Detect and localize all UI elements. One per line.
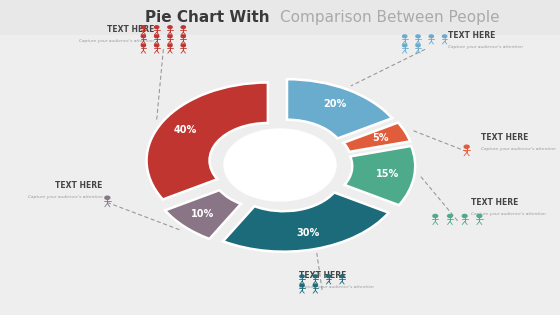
Circle shape xyxy=(326,275,331,278)
Circle shape xyxy=(181,35,185,38)
Circle shape xyxy=(464,145,469,148)
Wedge shape xyxy=(165,190,241,239)
Text: TEXT HERE: TEXT HERE xyxy=(448,32,496,41)
Wedge shape xyxy=(147,83,268,199)
Text: TEXT HERE: TEXT HERE xyxy=(106,26,154,35)
Circle shape xyxy=(463,215,467,217)
Circle shape xyxy=(313,284,318,287)
Text: Comparison Between People: Comparison Between People xyxy=(280,10,500,25)
Text: 20%: 20% xyxy=(323,100,346,109)
Circle shape xyxy=(429,35,433,38)
Circle shape xyxy=(224,129,336,201)
Circle shape xyxy=(313,275,318,278)
Circle shape xyxy=(168,35,172,38)
Wedge shape xyxy=(343,123,410,152)
Text: TEXT HERE: TEXT HERE xyxy=(55,181,102,191)
Text: Capture your audience's attention: Capture your audience's attention xyxy=(480,147,556,151)
Circle shape xyxy=(181,44,185,47)
Text: Capture your audience's attention: Capture your audience's attention xyxy=(448,45,522,49)
Text: 40%: 40% xyxy=(174,125,197,135)
Circle shape xyxy=(155,26,159,29)
Text: Capture your audience's attention: Capture your audience's attention xyxy=(298,285,374,289)
Circle shape xyxy=(300,275,304,278)
FancyBboxPatch shape xyxy=(0,0,560,35)
Text: Capture your audience's attention: Capture your audience's attention xyxy=(80,39,154,43)
Circle shape xyxy=(340,275,344,278)
Circle shape xyxy=(155,35,159,38)
Text: TEXT HERE: TEXT HERE xyxy=(298,272,346,280)
Circle shape xyxy=(477,215,482,217)
Circle shape xyxy=(168,26,172,29)
Circle shape xyxy=(141,26,146,29)
Circle shape xyxy=(416,35,420,38)
Circle shape xyxy=(403,35,407,38)
Circle shape xyxy=(442,35,447,38)
Circle shape xyxy=(168,44,172,47)
Circle shape xyxy=(105,196,110,199)
Circle shape xyxy=(300,284,304,287)
Text: TEXT HERE: TEXT HERE xyxy=(472,198,519,207)
Text: Capture your audience's attention: Capture your audience's attention xyxy=(472,211,546,215)
Circle shape xyxy=(141,44,146,47)
Text: 15%: 15% xyxy=(376,169,400,179)
Circle shape xyxy=(416,44,420,47)
Circle shape xyxy=(141,35,146,38)
Circle shape xyxy=(403,44,407,47)
Text: 30%: 30% xyxy=(297,228,320,238)
Circle shape xyxy=(155,44,159,47)
Text: TEXT HERE: TEXT HERE xyxy=(480,134,528,142)
Circle shape xyxy=(181,26,185,29)
Circle shape xyxy=(433,215,437,217)
Text: Pie Chart With: Pie Chart With xyxy=(146,10,276,25)
Text: Capture your audience's attention: Capture your audience's attention xyxy=(28,195,102,199)
Circle shape xyxy=(447,215,452,217)
Text: 5%: 5% xyxy=(372,133,389,143)
Text: 10%: 10% xyxy=(192,209,214,220)
Wedge shape xyxy=(287,79,392,139)
Wedge shape xyxy=(223,192,389,252)
Wedge shape xyxy=(344,146,415,205)
